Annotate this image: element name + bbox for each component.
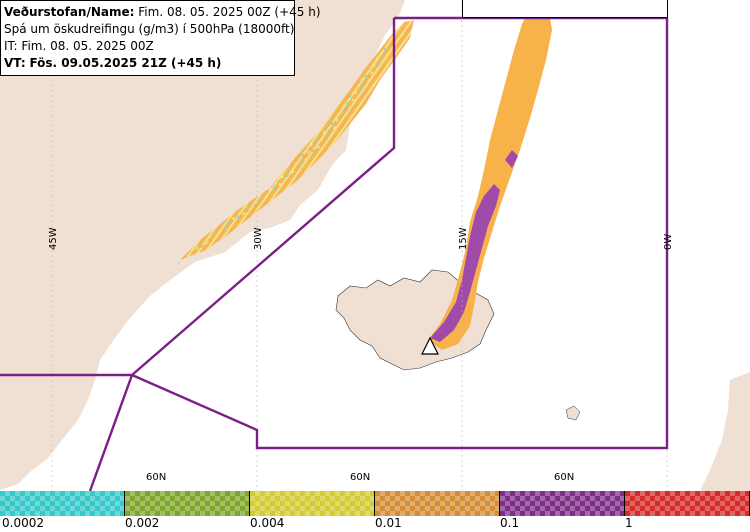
lon-label-45w: 45W — [48, 227, 59, 250]
fir-boundaries — [0, 16, 669, 492]
lon-label-0w: 0W — [663, 234, 674, 250]
legend-segment-4 — [375, 491, 500, 516]
legend-segment-3 — [250, 491, 375, 516]
legend-tick-label: 0.0002 — [2, 516, 44, 530]
lat-label-60n-c: 60N — [554, 472, 574, 483]
volcano-icon — [421, 336, 439, 355]
ash-plume-heavy-north — [505, 150, 518, 168]
norway-coast — [700, 372, 750, 491]
legend-segment-2 — [125, 491, 250, 516]
ash-plume-heavy — [430, 184, 500, 342]
top-right-label-box — [462, 0, 668, 18]
forecast-info-box: Veðurstofan/Name: Fim. 08. 05. 2025 00Z … — [0, 0, 321, 76]
info-line-4-value: Fös. 09.05.2025 21Z (+45 h) — [29, 56, 222, 70]
info-line-4: VT: Fös. 09.05.2025 21Z (+45 h) — [4, 55, 290, 72]
lon-label-30w: 30W — [253, 227, 264, 250]
legend-segment-1 — [0, 491, 125, 516]
lat-label-60n-a: 60N — [146, 472, 166, 483]
concentration-legend: 0.0002 0.002 0.004 0.01 0.1 1 — [0, 491, 750, 532]
lon-label-15w: 15W — [458, 227, 469, 250]
legend-color-bar — [0, 491, 750, 516]
lat-label-60n-b: 60N — [350, 472, 370, 483]
ash-plume-light — [428, 6, 552, 350]
info-line-2: Spá um öskudreifingu (g/m3) í 500hPa (18… — [4, 22, 295, 36]
legend-tick-label: 0.004 — [250, 516, 285, 530]
info-line-1-label: Veðurstofan/Name: — [4, 5, 135, 19]
legend-segment-5 — [500, 491, 625, 516]
ash-cloud-greenland — [180, 20, 414, 260]
info-line-1-value: Fim. 08. 05. 2025 00Z (+45 h) — [138, 5, 321, 19]
legend-segment-6 — [625, 491, 750, 516]
info-line-4-label: VT: — [4, 56, 26, 70]
info-line-3: IT: Fim. 08. 05. 2025 00Z — [4, 39, 154, 53]
shetland-island — [565, 405, 581, 421]
legend-tick-label: 0.01 — [375, 516, 402, 530]
info-line-1: Veðurstofan/Name: Fim. 08. 05. 2025 00Z … — [4, 4, 321, 21]
legend-tick-label: 1 — [625, 516, 633, 530]
legend-tick-label: 0.002 — [125, 516, 160, 530]
legend-tick-label: 0.1 — [500, 516, 520, 530]
